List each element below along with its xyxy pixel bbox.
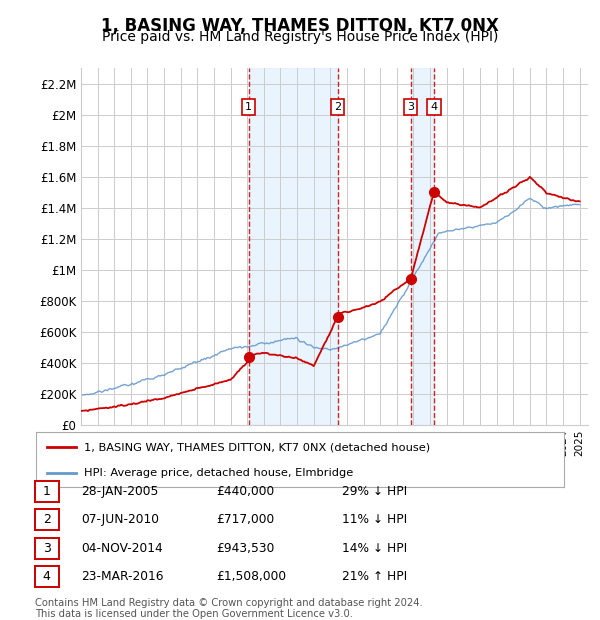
Text: 3: 3 [407,102,414,112]
Text: 3: 3 [43,542,51,554]
Text: £943,530: £943,530 [216,542,274,554]
Text: This data is licensed under the Open Government Licence v3.0.: This data is licensed under the Open Gov… [35,609,353,619]
Bar [411,68,434,425]
Text: 28-JAN-2005: 28-JAN-2005 [81,485,158,497]
Text: 1: 1 [245,102,252,112]
Text: Contains HM Land Registry data © Crown copyright and database right 2024.: Contains HM Land Registry data © Crown c… [35,598,422,608]
Text: 1, BASING WAY, THAMES DITTON, KT7 0NX (detached house): 1, BASING WAY, THAMES DITTON, KT7 0NX (d… [83,443,430,453]
Text: 29% ↓ HPI: 29% ↓ HPI [342,485,407,497]
Text: 04-NOV-2014: 04-NOV-2014 [81,542,163,554]
Text: 1: 1 [43,485,51,497]
Text: 23-MAR-2016: 23-MAR-2016 [81,570,163,583]
Text: 4: 4 [43,570,51,583]
Text: 07-JUN-2010: 07-JUN-2010 [81,513,159,526]
Text: 2: 2 [43,513,51,526]
Text: £440,000: £440,000 [216,485,274,497]
Text: 14% ↓ HPI: 14% ↓ HPI [342,542,407,554]
Text: £717,000: £717,000 [216,513,274,526]
Text: Price paid vs. HM Land Registry's House Price Index (HPI): Price paid vs. HM Land Registry's House … [102,30,498,44]
Text: 11% ↓ HPI: 11% ↓ HPI [342,513,407,526]
Text: 1, BASING WAY, THAMES DITTON, KT7 0NX: 1, BASING WAY, THAMES DITTON, KT7 0NX [101,17,499,35]
Bar [248,68,338,425]
Text: 21% ↑ HPI: 21% ↑ HPI [342,570,407,583]
Text: 4: 4 [430,102,437,112]
Text: £1,508,000: £1,508,000 [216,570,286,583]
Text: 2: 2 [334,102,341,112]
Text: HPI: Average price, detached house, Elmbridge: HPI: Average price, detached house, Elmb… [83,468,353,478]
